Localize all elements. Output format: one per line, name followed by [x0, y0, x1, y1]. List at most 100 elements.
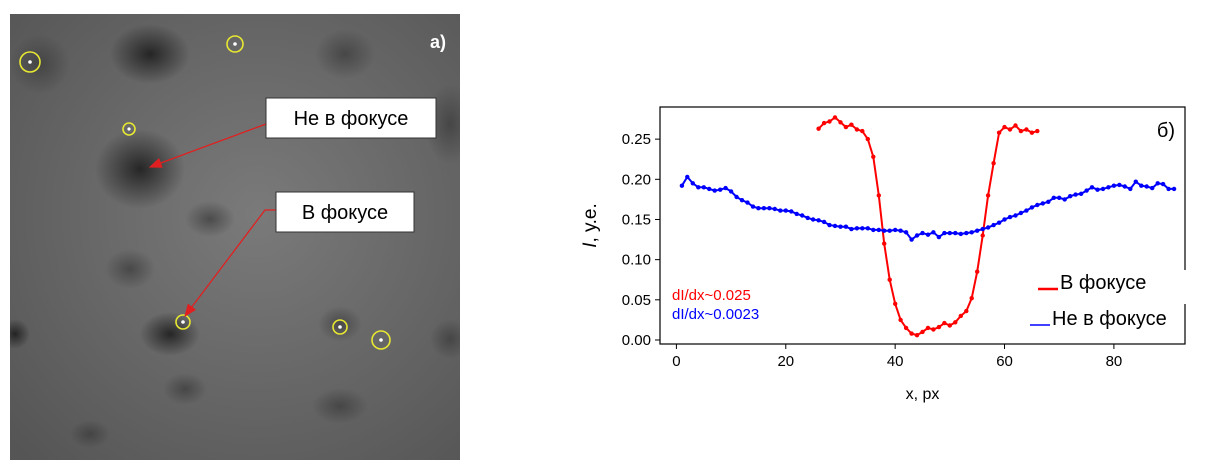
- data-point: [925, 232, 931, 237]
- data-point: [827, 222, 832, 228]
- data-point: [893, 227, 898, 233]
- data-point: [1068, 194, 1073, 199]
- data-point: [707, 186, 712, 192]
- data-point: [750, 204, 756, 209]
- micrograph-panel: a) Не в фокусе В фокусе: [10, 14, 460, 460]
- data-point: [701, 185, 706, 190]
- data-point: [876, 193, 881, 198]
- data-point: [849, 122, 854, 127]
- data-point: [1117, 182, 1122, 188]
- callout-box-focused: [275, 191, 415, 233]
- data-point: [690, 181, 695, 186]
- data-point: [964, 308, 969, 314]
- data-point: [1040, 201, 1045, 206]
- data-point: [1089, 185, 1095, 190]
- slope-annotation: dI/dx~0.0023: [672, 306, 759, 323]
- data-point: [887, 277, 892, 282]
- data-point: [794, 211, 799, 217]
- data-point: [1062, 197, 1067, 202]
- data-point: [996, 220, 1002, 225]
- data-point: [1073, 192, 1078, 197]
- data-point: [936, 234, 942, 240]
- data-point: [832, 223, 838, 229]
- callout-arrow-unfocused: [148, 123, 267, 168]
- data-point: [887, 228, 892, 233]
- x-tick-label: 80: [1106, 353, 1123, 370]
- y-tick-label: 0.25: [622, 131, 651, 148]
- panel-label-b: б): [1157, 120, 1175, 142]
- data-point: [849, 226, 854, 232]
- defocused-particle: [95, 129, 185, 209]
- data-point: [1106, 185, 1111, 190]
- defocused-particle: [140, 312, 200, 356]
- data-point: [1013, 123, 1018, 128]
- data-point: [1013, 213, 1018, 218]
- callout-arrow-focused: [184, 209, 278, 318]
- data-point: [767, 206, 772, 211]
- data-point: [1029, 130, 1035, 135]
- detection-marker: [175, 314, 191, 330]
- detection-marker: [122, 122, 136, 136]
- data-point: [903, 325, 909, 331]
- data-point: [1046, 199, 1051, 204]
- legend-label: Не в фокусе: [1052, 308, 1167, 330]
- data-point: [898, 317, 903, 323]
- data-point: [909, 237, 914, 242]
- data-point: [942, 230, 947, 236]
- data-point: [1166, 186, 1171, 192]
- data-point: [734, 194, 739, 200]
- data-point: [1139, 183, 1144, 188]
- data-point: [821, 120, 827, 126]
- y-tick-label: 0.20: [622, 171, 651, 188]
- data-point: [898, 228, 903, 233]
- data-point: [832, 115, 838, 120]
- defocused-particle: [70, 420, 110, 448]
- data-point: [1051, 195, 1056, 200]
- data-point: [985, 225, 991, 230]
- defocused-particle: [185, 201, 235, 237]
- data-point: [925, 325, 931, 331]
- data-point: [958, 231, 963, 237]
- callout-box-unfocused: [265, 97, 437, 139]
- y-axis-label: I, у.е.: [580, 203, 601, 248]
- slope-annotation: dI/dx~0.025: [672, 287, 751, 304]
- y-tick-label: 0.05: [622, 292, 651, 309]
- detection-marker: [332, 319, 348, 335]
- data-point: [854, 127, 860, 132]
- y-tick-label: 0.10: [622, 252, 651, 269]
- data-point: [685, 174, 690, 180]
- data-point: [745, 200, 750, 205]
- data-point: [1150, 185, 1155, 191]
- defocused-particle: [312, 388, 368, 424]
- defocused-particle: [430, 319, 460, 359]
- data-point: [1035, 128, 1040, 134]
- data-point: [980, 233, 985, 238]
- y-tick-label: 0.00: [622, 332, 651, 349]
- data-point: [985, 193, 991, 198]
- data-point: [958, 313, 963, 319]
- data-point: [920, 230, 925, 236]
- data-point: [778, 208, 783, 213]
- data-point: [1111, 183, 1117, 188]
- defocused-particle: [163, 373, 207, 405]
- callout-text-unfocused: Не в фокусе: [294, 108, 409, 130]
- data-point: [871, 227, 876, 233]
- data-point: [1002, 124, 1007, 130]
- data-point: [838, 224, 843, 229]
- micrograph-background: [10, 14, 460, 460]
- data-point: [816, 126, 821, 131]
- data-point: [991, 222, 996, 228]
- data-point: [865, 136, 870, 142]
- data-point: [996, 130, 1002, 135]
- detection-marker: [19, 51, 41, 73]
- data-point: [931, 230, 936, 235]
- series-focused: [816, 115, 1040, 338]
- series-line: [681, 175, 1175, 242]
- data-point: [991, 161, 996, 166]
- data-point: [947, 323, 952, 328]
- data-point: [953, 230, 958, 236]
- data-point: [1024, 127, 1029, 132]
- data-point: [1160, 181, 1166, 187]
- data-point: [1018, 210, 1024, 216]
- series-unfocused: [679, 174, 1177, 242]
